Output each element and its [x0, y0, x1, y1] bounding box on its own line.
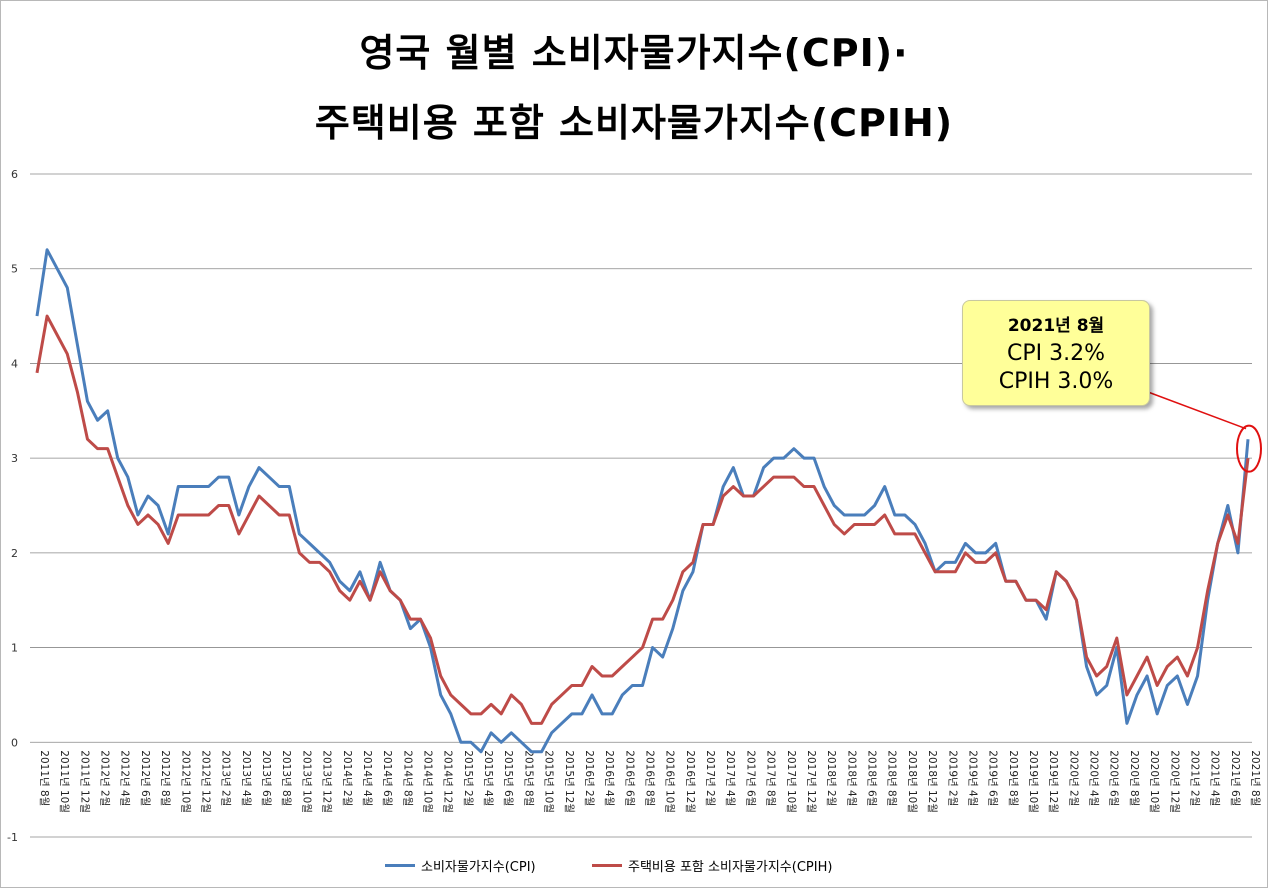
callout-date: 2021년 8월	[1007, 316, 1105, 336]
x-tick-label: 2017년 6월	[744, 750, 756, 806]
x-tick-label: 2021년 4월	[1209, 750, 1221, 806]
x-tick-label: 2017년 10월	[785, 750, 797, 813]
x-tick-label: 2018년 10월	[906, 750, 918, 813]
x-tick-label: 2014년 8월	[401, 750, 413, 806]
y-tick-label: -1	[7, 831, 18, 844]
x-tick-label: 2012년 2월	[99, 750, 111, 806]
series-line-cpi	[35, 248, 1250, 754]
x-tick-label: 2019년 10월	[1027, 750, 1039, 813]
legend-label-cpi: 소비자물가지수(CPI)	[421, 860, 536, 875]
y-tick-label: 3	[11, 452, 18, 465]
x-tick-label: 2020년 4월	[1088, 750, 1100, 806]
x-tick-label: 2021년 2월	[1188, 750, 1200, 806]
x-tick-label: 2013년 10월	[300, 750, 312, 813]
y-tick-label: 0	[11, 736, 18, 749]
legend-swatch-cpi	[385, 864, 415, 867]
x-tick-label: 2020년 2월	[1067, 750, 1079, 806]
legend-item-cpih: 주택비용 포함 소비자물가지수(CPIH)	[592, 856, 832, 875]
x-tick-label: 2015년 12월	[563, 750, 575, 813]
y-tick-label: 4	[11, 357, 18, 370]
chart-title-line1: 영국 월별 소비자물가지수(CPI)·	[359, 31, 909, 75]
x-tick-label: 2018년 8월	[886, 750, 898, 806]
x-tick-label: 2017년 8월	[765, 750, 777, 806]
x-tick-label: 2014년 2월	[341, 750, 353, 806]
x-tick-label: 2015년 4월	[482, 750, 494, 806]
series-line-cpih	[35, 314, 1250, 725]
legend-item-cpi: 소비자물가지수(CPI)	[385, 856, 536, 875]
x-tick-label: 2012년 12월	[199, 750, 211, 813]
y-tick-label: 6	[11, 168, 18, 181]
x-tick-label: 2019년 6월	[987, 750, 999, 806]
x-tick-label: 2013년 12월	[321, 750, 333, 813]
chart-title-line2: 주택비용 포함 소비자물가지수(CPIH)	[314, 101, 954, 145]
legend-label-cpih: 주택비용 포함 소비자물가지수(CPIH)	[628, 860, 833, 875]
x-tick-label: 2020년 12월	[1168, 750, 1180, 813]
x-tick-label: 2020년 10월	[1148, 750, 1160, 813]
x-tick-label: 2011년 10월	[58, 750, 70, 813]
x-tick-label: 2015년 6월	[502, 750, 514, 806]
x-tick-label: 2021년 8월	[1249, 750, 1261, 806]
x-tick-label: 2016년 6월	[623, 750, 635, 806]
x-tick-label: 2017년 2월	[704, 750, 716, 806]
x-tick-label: 2017년 12월	[805, 750, 817, 813]
x-tick-label: 2016년 12월	[684, 750, 696, 813]
x-tick-label: 2011년 8월	[38, 750, 50, 806]
x-tick-label: 2012년 6월	[139, 750, 151, 806]
x-tick-label: 2012년 8월	[159, 750, 171, 806]
x-tick-label: 2019년 12월	[1047, 750, 1059, 813]
x-tick-label: 2017년 4월	[724, 750, 736, 806]
x-tick-label: 2013년 6월	[260, 750, 272, 806]
annotation-callout: 2021년 8월 CPI 3.2% CPIH 3.0%	[962, 300, 1150, 406]
x-tick-label: 2020년 6월	[1108, 750, 1120, 806]
x-tick-label: 2019년 8월	[1007, 750, 1019, 806]
x-tick-label: 2013년 4월	[240, 750, 252, 806]
x-tick-label: 2014년 4월	[361, 750, 373, 806]
x-tick-label: 2012년 10월	[179, 750, 191, 813]
x-tick-label: 2016년 2월	[583, 750, 595, 806]
x-tick-label: 2013년 8월	[280, 750, 292, 806]
x-tick-label: 2016년 10월	[664, 750, 676, 813]
x-tick-label: 2011년 12월	[78, 750, 90, 813]
y-tick-label: 1	[11, 642, 18, 655]
y-tick-label: 2	[11, 547, 18, 560]
x-tick-label: 2013년 2월	[220, 750, 232, 806]
y-tick-label: 5	[11, 263, 18, 276]
x-tick-label: 2015년 2월	[462, 750, 474, 806]
x-tick-label: 2014년 6월	[381, 750, 393, 806]
x-tick-label: 2021년 6월	[1229, 750, 1241, 806]
x-tick-label: 2015년 8월	[522, 750, 534, 806]
x-tick-label: 2014년 12월	[442, 750, 454, 813]
x-tick-label: 2018년 2월	[825, 750, 837, 806]
callout-connector	[1147, 391, 1247, 430]
x-tick-label: 2018년 6월	[866, 750, 878, 806]
x-tick-label: 2015년 10월	[543, 750, 555, 813]
callout-cpi-value: CPI 3.2%	[1006, 341, 1105, 366]
highlight-ellipse	[1236, 424, 1262, 473]
x-tick-label: 2018년 4월	[845, 750, 857, 806]
x-tick-label: 2012년 4월	[119, 750, 131, 806]
x-tick-label: 2018년 12월	[926, 750, 938, 813]
x-tick-label: 2019년 2월	[946, 750, 958, 806]
x-tick-label: 2016년 4월	[603, 750, 615, 806]
legend-swatch-cpih	[592, 864, 622, 867]
callout-cpih-value: CPIH 3.0%	[998, 369, 1114, 394]
x-tick-label: 2014년 10월	[421, 750, 433, 813]
x-tick-label: 2020년 8월	[1128, 750, 1140, 806]
x-tick-label: 2019년 4월	[966, 750, 978, 806]
x-tick-label: 2016년 8월	[644, 750, 656, 806]
